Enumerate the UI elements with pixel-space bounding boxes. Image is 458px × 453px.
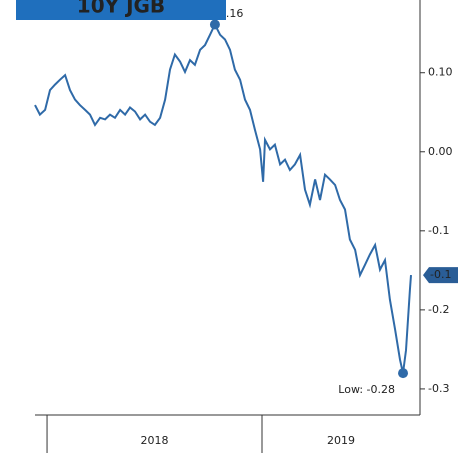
last-value-tag bbox=[423, 267, 458, 284]
title-box bbox=[16, 0, 226, 20]
y-tick-label: 0.00 bbox=[428, 145, 453, 158]
line bbox=[34, 22, 412, 374]
low-label: Low: -0.28 bbox=[338, 383, 395, 396]
last-value-label: -0.1 bbox=[430, 268, 451, 281]
y-tick-label: 0.10 bbox=[428, 66, 453, 79]
y-tick-label: -0.2 bbox=[428, 303, 449, 316]
y-tick-label: -0.3 bbox=[428, 382, 449, 395]
x-tick-label: 2018 bbox=[141, 434, 169, 447]
high-point bbox=[209, 19, 220, 30]
x-tick-label: 2019 bbox=[327, 434, 355, 447]
chart-title: 10Y JGB bbox=[77, 0, 165, 18]
y-tick-label: -0.1 bbox=[428, 224, 449, 237]
low-point bbox=[398, 368, 409, 379]
